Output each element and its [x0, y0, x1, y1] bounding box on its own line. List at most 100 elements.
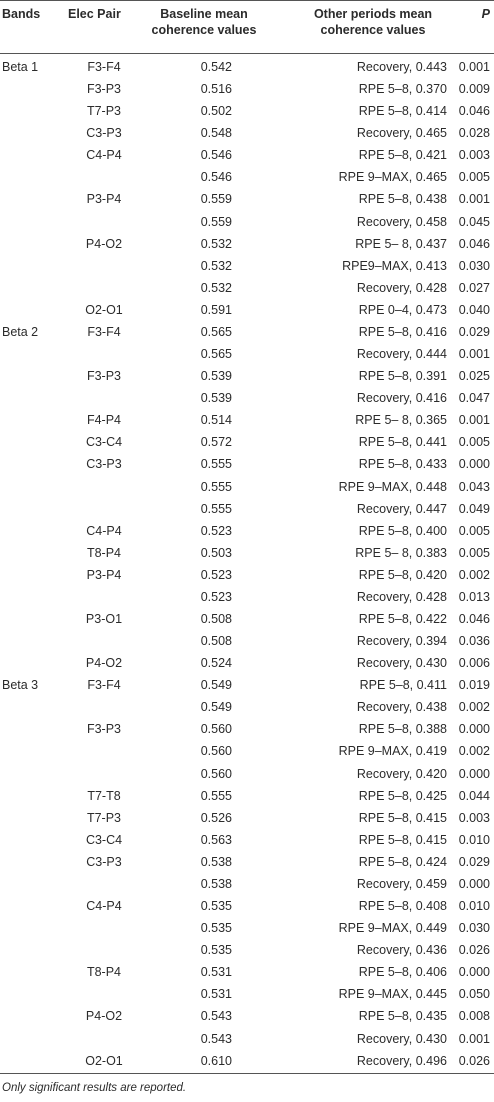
- baseline-cell: 0.532: [200, 258, 232, 273]
- p-cell: 0.001: [458, 60, 490, 74]
- pair-cell: O2-O1: [85, 302, 123, 317]
- pair-cell: O2-O1: [85, 1053, 123, 1068]
- baseline-cell: 0.610: [200, 1053, 232, 1068]
- header-cell: P: [481, 7, 490, 21]
- other-period-cell: RPE 5–8, 0.414: [358, 104, 447, 119]
- other-period-cell: Recovery, 0.444: [356, 347, 447, 362]
- baseline-cell: 0.559: [200, 214, 232, 229]
- baseline-cell: 0.535: [200, 899, 232, 914]
- other-period-cell: RPE 5–8, 0.408: [358, 899, 447, 914]
- other-period-cell: Recovery, 0.430: [356, 1031, 447, 1046]
- pair-cell: T8-P4: [86, 545, 122, 560]
- other-period-cell: RPE 5–8, 0.400: [358, 523, 447, 538]
- p-cell: 0.005: [458, 523, 490, 538]
- other-period-cell: Recovery, 0.436: [356, 943, 447, 958]
- p-cell: 0.003: [458, 148, 490, 163]
- pair-cell: T7-P3: [86, 104, 122, 119]
- baseline-cell: 0.548: [200, 126, 232, 141]
- other-period-cell: Recovery, 0.428: [356, 280, 447, 295]
- other-period-cell: Recovery, 0.430: [356, 656, 447, 671]
- p-cell: 0.003: [458, 810, 490, 825]
- p-cell: 0.028: [458, 126, 490, 141]
- pair-cell: C3-P3: [86, 457, 122, 472]
- p-cell: 0.044: [458, 788, 490, 803]
- other-period-cell: RPE 5–8, 0.422: [358, 612, 447, 626]
- other-period-cell: Recovery, 0.465: [356, 126, 447, 141]
- pair-cell: C4-P4: [86, 523, 122, 538]
- baseline-cell: 0.523: [200, 523, 232, 538]
- baseline-cell: 0.503: [200, 545, 232, 560]
- pair-cell: C3-C4: [85, 435, 123, 450]
- baseline-cell: 0.526: [200, 810, 232, 825]
- pair-cell: C3-P3: [86, 126, 122, 141]
- other-period-cell: RPE 5–8, 0.424: [358, 854, 447, 869]
- p-cell: 0.005: [458, 545, 490, 560]
- pair-cell: T7-T8: [87, 788, 121, 803]
- p-cell: 0.000: [458, 965, 490, 980]
- p-cell: 0.005: [458, 170, 490, 185]
- baseline-cell: 0.565: [200, 324, 232, 339]
- other-period-cell: RPE 5–8, 0.391: [358, 369, 447, 384]
- baseline-cell: 0.514: [200, 413, 232, 428]
- baseline-cell: 0.538: [200, 854, 232, 869]
- p-cell: 0.006: [458, 656, 490, 671]
- other-period-cell: Recovery, 0.443: [356, 60, 447, 74]
- pair-cell: P3-O1: [85, 612, 123, 626]
- bottom-rule: [0, 1073, 494, 1074]
- other-period-cell: RPE 9–MAX, 0.449: [338, 921, 447, 936]
- p-cell: 0.002: [458, 567, 490, 582]
- baseline-cell: 0.538: [200, 876, 232, 891]
- p-cell: 0.010: [458, 832, 490, 847]
- other-period-cell: RPE 5–8, 0.388: [358, 722, 447, 737]
- other-period-cell: RPE 9–MAX, 0.419: [338, 744, 447, 759]
- other-period-cell: Recovery, 0.438: [356, 700, 447, 715]
- p-cell: 0.027: [458, 280, 490, 295]
- other-period-cell: Recovery, 0.459: [356, 876, 447, 891]
- pair-cell: P3-P4: [86, 567, 122, 582]
- baseline-cell: 0.532: [200, 236, 232, 251]
- other-period-cell: RPE 0–4, 0.473: [358, 302, 447, 317]
- header-cell: Elec Pair: [68, 7, 121, 21]
- band-cell: Beta 1: [2, 60, 39, 74]
- baseline-cell: 0.535: [200, 943, 232, 958]
- other-period-cell: RPE 5–8, 0.370: [358, 82, 447, 97]
- baseline-cell: 0.524: [200, 656, 232, 671]
- baseline-cell: 0.591: [200, 302, 232, 317]
- p-cell: 0.001: [458, 1031, 490, 1046]
- p-cell: 0.008: [458, 1009, 490, 1024]
- p-cell: 0.050: [458, 987, 490, 1002]
- p-cell: 0.030: [458, 921, 490, 936]
- baseline-cell: 0.549: [200, 700, 232, 715]
- pair-cell: P4-O2: [85, 236, 123, 251]
- baseline-cell: 0.559: [200, 192, 232, 207]
- p-cell: 0.001: [458, 413, 490, 428]
- other-period-cell: RPE 5–8, 0.425: [358, 788, 447, 803]
- pair-cell: F3-P3: [86, 722, 122, 737]
- baseline-cell: 0.555: [200, 479, 232, 494]
- baseline-cell: 0.539: [200, 369, 232, 384]
- other-period-cell: RPE 9–MAX, 0.448: [338, 479, 447, 494]
- p-cell: 0.026: [458, 943, 490, 958]
- p-cell: 0.030: [458, 258, 490, 273]
- pair-cell: F3-P3: [86, 82, 122, 97]
- baseline-cell: 0.560: [200, 722, 232, 737]
- baseline-cell: 0.535: [200, 921, 232, 936]
- p-cell: 0.043: [458, 479, 490, 494]
- other-period-cell: RPE 5–8, 0.441: [358, 435, 447, 450]
- other-period-cell: RPE 5– 8, 0.365: [355, 413, 447, 428]
- other-period-cell: RPE 5– 8, 0.437: [355, 236, 447, 251]
- p-cell: 0.046: [458, 612, 490, 626]
- other-period-cell: RPE 5–8, 0.438: [358, 192, 447, 207]
- other-period-cell: RPE 5–8, 0.435: [358, 1009, 447, 1024]
- p-cell: 0.040: [458, 302, 490, 317]
- baseline-cell: 0.560: [200, 766, 232, 781]
- baseline-cell: 0.523: [200, 589, 232, 604]
- pair-cell: C4-P4: [86, 899, 122, 914]
- baseline-cell: 0.531: [200, 987, 232, 1002]
- p-cell: 0.002: [458, 700, 490, 715]
- header-cell: Baseline mean coherence values: [151, 7, 257, 37]
- other-period-cell: Recovery, 0.416: [356, 391, 447, 406]
- baseline-cell: 0.531: [200, 965, 232, 980]
- other-period-cell: RPE 5–8, 0.420: [358, 567, 447, 582]
